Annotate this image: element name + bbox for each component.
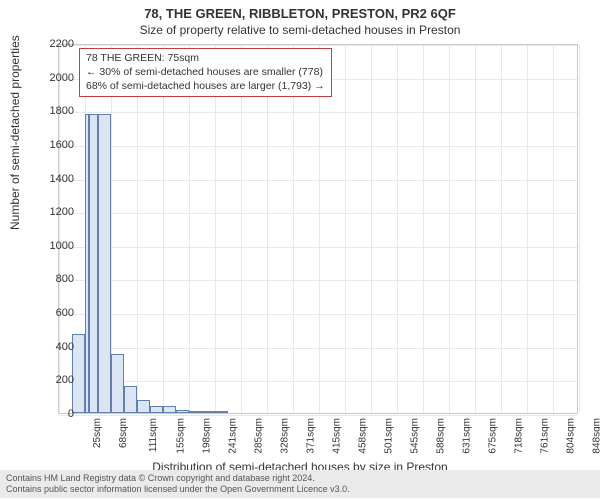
gridline-v: [163, 45, 164, 413]
x-tick-label: 371sqm: [306, 418, 317, 454]
histogram-bar: [98, 114, 111, 413]
y-tick-label: 1600: [34, 139, 74, 151]
gridline-v: [449, 45, 450, 413]
plot-area: [58, 44, 578, 414]
gridline-v: [345, 45, 346, 413]
chart-legend: 78 THE GREEN: 75sqm ← 30% of semi-detach…: [79, 48, 332, 97]
histogram-bar: [189, 411, 202, 413]
y-tick-label: 2000: [34, 72, 74, 84]
gridline-v: [189, 45, 190, 413]
gridline-v: [241, 45, 242, 413]
gridline-v: [475, 45, 476, 413]
histogram-bar: [176, 410, 189, 413]
footer-line-1: Contains HM Land Registry data © Crown c…: [6, 473, 594, 484]
gridline-v: [579, 45, 580, 413]
y-tick-label: 400: [34, 341, 74, 353]
x-tick-label: 631sqm: [462, 418, 473, 454]
x-tick-label: 328sqm: [280, 418, 291, 454]
footer-line-2: Contains public sector information licen…: [6, 484, 594, 495]
histogram-bar: [163, 406, 176, 413]
x-tick-label: 415sqm: [332, 418, 343, 454]
gridline-v: [137, 45, 138, 413]
x-tick-label: 458sqm: [358, 418, 369, 454]
y-tick-label: 0: [34, 408, 74, 420]
y-tick-label: 600: [34, 307, 74, 319]
x-tick-label: 848sqm: [592, 418, 600, 454]
x-tick-label: 761sqm: [540, 418, 551, 454]
x-tick-label: 501sqm: [384, 418, 395, 454]
y-tick-label: 1800: [34, 105, 74, 117]
attribution-footer: Contains HM Land Registry data © Crown c…: [0, 470, 600, 499]
x-tick-label: 241sqm: [228, 418, 239, 454]
y-tick-label: 2200: [34, 38, 74, 50]
histogram-bar: [124, 386, 137, 413]
page-title: 78, THE GREEN, RIBBLETON, PRESTON, PR2 6…: [0, 0, 600, 21]
gridline-v: [423, 45, 424, 413]
y-axis-label: Number of semi-detached properties: [8, 35, 22, 230]
gridline-v: [371, 45, 372, 413]
page-subtitle: Size of property relative to semi-detach…: [0, 21, 600, 37]
gridline-v: [267, 45, 268, 413]
gridline-v: [553, 45, 554, 413]
x-tick-label: 804sqm: [566, 418, 577, 454]
gridline-v: [59, 45, 60, 413]
histogram-chart: [58, 44, 578, 414]
histogram-bar: [137, 400, 150, 413]
y-tick-label: 200: [34, 374, 74, 386]
histogram-bar: [150, 406, 163, 413]
histogram-bar: [111, 354, 124, 413]
gridline-v: [527, 45, 528, 413]
subject-property-bar: [88, 114, 90, 413]
gridline-v: [215, 45, 216, 413]
x-tick-label: 68sqm: [118, 418, 129, 448]
gridline-v: [319, 45, 320, 413]
y-tick-label: 1200: [34, 206, 74, 218]
gridline-h: [59, 415, 577, 416]
x-tick-label: 675sqm: [488, 418, 499, 454]
legend-line-3: 68% of semi-detached houses are larger (…: [86, 79, 325, 93]
y-tick-label: 1400: [34, 173, 74, 185]
gridline-v: [293, 45, 294, 413]
legend-line-1: 78 THE GREEN: 75sqm: [86, 51, 325, 65]
gridline-v: [397, 45, 398, 413]
gridline-v: [501, 45, 502, 413]
y-tick-label: 1000: [34, 240, 74, 252]
x-tick-label: 588sqm: [436, 418, 447, 454]
x-tick-label: 25sqm: [92, 418, 103, 448]
x-tick-label: 155sqm: [176, 418, 187, 454]
x-tick-label: 718sqm: [514, 418, 525, 454]
histogram-bar: [202, 411, 215, 413]
x-tick-label: 285sqm: [254, 418, 265, 454]
x-tick-label: 111sqm: [148, 418, 159, 452]
histogram-bar: [215, 411, 228, 413]
x-tick-label: 198sqm: [202, 418, 213, 454]
x-tick-label: 545sqm: [410, 418, 421, 454]
y-tick-label: 800: [34, 273, 74, 285]
legend-line-2: ← 30% of semi-detached houses are smalle…: [86, 65, 325, 79]
